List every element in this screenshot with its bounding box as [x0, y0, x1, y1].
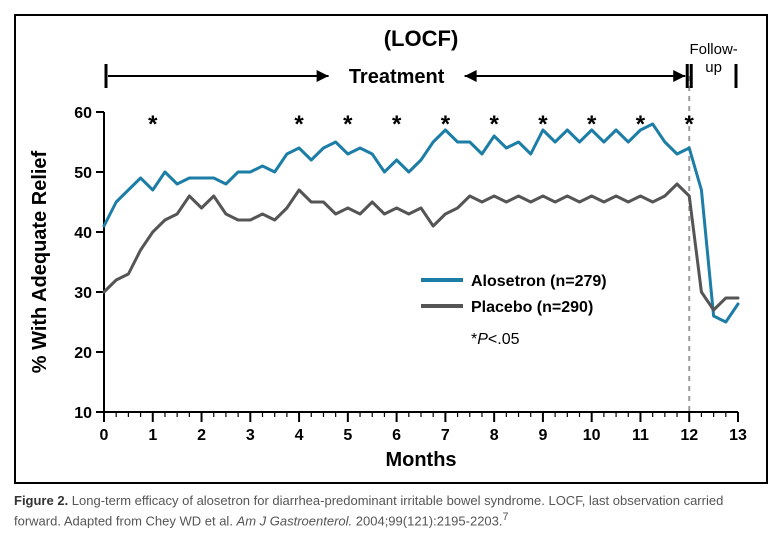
svg-text:12: 12 — [680, 427, 698, 444]
svg-text:3: 3 — [246, 427, 255, 444]
figure-container: 102030405060012345678910111213Months% Wi… — [0, 0, 782, 540]
svg-text:up: up — [705, 59, 722, 76]
caption-sup: 7 — [503, 511, 509, 523]
caption-text-2: 2004;99(121):2195-2203. — [352, 513, 502, 528]
svg-text:*: * — [685, 111, 695, 138]
svg-text:*: * — [148, 111, 158, 138]
svg-text:*: * — [441, 111, 451, 138]
svg-text:Treatment: Treatment — [349, 66, 445, 88]
svg-text:5: 5 — [343, 427, 352, 444]
svg-text:*: * — [587, 111, 597, 138]
figure-caption: Figure 2. Long-term efficacy of alosetro… — [14, 492, 768, 529]
svg-text:*: * — [636, 111, 646, 138]
chart-frame: 102030405060012345678910111213Months% Wi… — [14, 14, 768, 484]
svg-text:6: 6 — [392, 427, 401, 444]
svg-text:9: 9 — [538, 427, 547, 444]
svg-text:Placebo (n=290): Placebo (n=290) — [471, 299, 593, 316]
svg-text:13: 13 — [729, 427, 747, 444]
svg-text:30: 30 — [74, 285, 92, 302]
svg-text:*: * — [538, 111, 548, 138]
caption-journal: Am J Gastroenterol. — [237, 513, 353, 528]
svg-text:4: 4 — [295, 427, 304, 444]
svg-text:*: * — [294, 111, 304, 138]
svg-text:60: 60 — [74, 105, 92, 122]
svg-text:40: 40 — [74, 225, 92, 242]
chart-svg: 102030405060012345678910111213Months% Wi… — [16, 16, 766, 482]
svg-text:10: 10 — [583, 427, 601, 444]
svg-text:Months: Months — [385, 449, 456, 471]
svg-text:*: * — [489, 111, 499, 138]
svg-text:11: 11 — [632, 427, 649, 444]
svg-text:Follow-: Follow- — [689, 41, 737, 58]
svg-text:(LOCF): (LOCF) — [384, 26, 459, 51]
svg-text:1: 1 — [148, 427, 157, 444]
svg-text:10: 10 — [74, 405, 92, 422]
svg-text:2: 2 — [197, 427, 206, 444]
caption-label: Figure 2. — [14, 493, 68, 508]
svg-text:50: 50 — [74, 165, 92, 182]
svg-text:20: 20 — [74, 345, 92, 362]
svg-text:*P<.05: *P<.05 — [471, 331, 520, 348]
svg-text:0: 0 — [100, 427, 109, 444]
svg-text:7: 7 — [441, 427, 450, 444]
svg-text:*: * — [343, 111, 353, 138]
svg-text:% With Adequate Relief: % With Adequate Relief — [29, 150, 51, 373]
svg-text:Alosetron (n=279): Alosetron (n=279) — [471, 273, 607, 290]
svg-text:*: * — [392, 111, 402, 138]
svg-text:8: 8 — [490, 427, 499, 444]
